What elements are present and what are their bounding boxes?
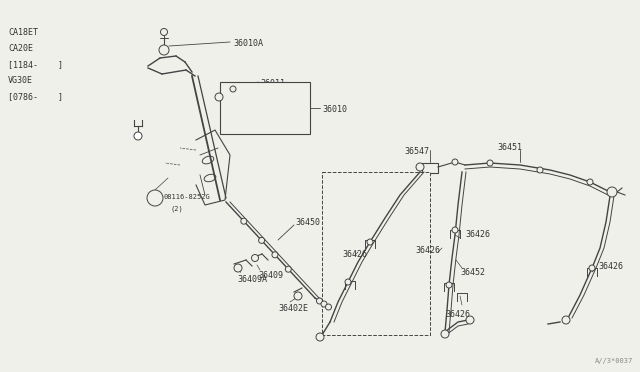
Text: 36452: 36452: [460, 268, 485, 277]
Circle shape: [294, 292, 302, 300]
Bar: [322, 172, 430, 335]
Circle shape: [326, 304, 332, 310]
Circle shape: [316, 333, 324, 341]
Text: 36547: 36547: [404, 147, 429, 156]
Circle shape: [285, 266, 291, 272]
Text: CA18ET: CA18ET: [8, 28, 38, 37]
Circle shape: [441, 330, 449, 338]
Text: CA20E: CA20E: [8, 44, 33, 53]
Circle shape: [159, 45, 169, 55]
Text: 36426: 36426: [445, 310, 470, 319]
Text: 36450: 36450: [295, 218, 320, 227]
Text: [1184-    ]: [1184- ]: [8, 60, 63, 69]
Circle shape: [215, 93, 223, 101]
Circle shape: [589, 265, 595, 271]
Circle shape: [147, 190, 163, 206]
Text: 36010A: 36010A: [233, 39, 263, 48]
Circle shape: [230, 86, 236, 92]
Circle shape: [607, 187, 617, 197]
Bar: [220, 82, 310, 134]
Circle shape: [446, 282, 452, 288]
Circle shape: [466, 316, 474, 324]
Text: 36451: 36451: [497, 143, 522, 152]
Circle shape: [161, 29, 168, 35]
Text: A//3*0037: A//3*0037: [595, 358, 633, 364]
Ellipse shape: [202, 156, 214, 164]
Circle shape: [252, 254, 259, 262]
Text: 36426: 36426: [465, 230, 490, 239]
Text: 08116-8252G: 08116-8252G: [163, 194, 210, 200]
Circle shape: [272, 252, 278, 258]
Text: 36409A: 36409A: [237, 275, 267, 284]
Text: 36426: 36426: [598, 262, 623, 271]
Text: 36010: 36010: [322, 105, 347, 114]
Text: 36409: 36409: [258, 271, 283, 280]
Text: 36011: 36011: [260, 79, 285, 88]
Circle shape: [416, 163, 424, 171]
Circle shape: [537, 167, 543, 173]
Text: [0786-    ]: [0786- ]: [8, 92, 63, 101]
Circle shape: [562, 316, 570, 324]
Text: 36426: 36426: [342, 250, 367, 259]
Circle shape: [259, 237, 264, 243]
Circle shape: [345, 279, 351, 285]
Text: 36402E: 36402E: [278, 304, 308, 313]
Text: 36426: 36426: [415, 246, 440, 255]
Bar: [422, 163, 438, 173]
Ellipse shape: [204, 174, 216, 182]
Text: B: B: [150, 192, 154, 201]
Text: (2): (2): [170, 205, 183, 212]
Circle shape: [321, 301, 327, 307]
Circle shape: [587, 179, 593, 185]
Circle shape: [452, 159, 458, 165]
Circle shape: [317, 298, 323, 304]
Text: VG30E: VG30E: [8, 76, 33, 85]
Circle shape: [487, 160, 493, 166]
Circle shape: [134, 132, 142, 140]
Circle shape: [241, 218, 247, 224]
Circle shape: [234, 264, 242, 272]
Circle shape: [367, 239, 373, 245]
Circle shape: [452, 227, 458, 233]
